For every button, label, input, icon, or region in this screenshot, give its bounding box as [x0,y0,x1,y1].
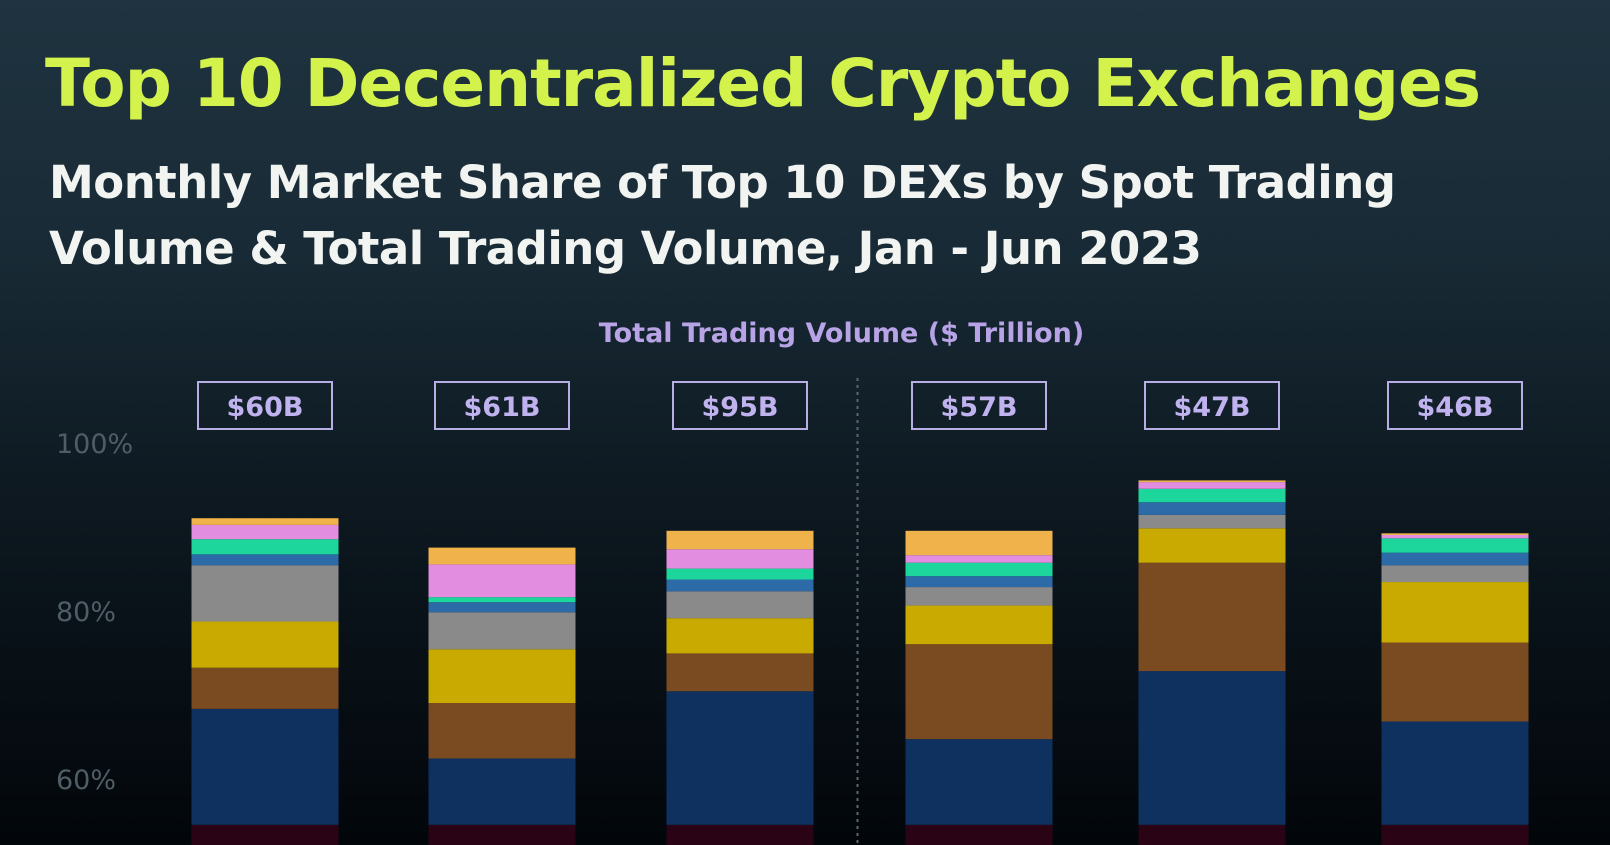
bar-segment-apr-5 [905,576,1053,588]
bar-segment-mar-3 [666,618,814,654]
bar-segment-may-8 [1138,480,1286,483]
bar-segment-jun-6 [1381,538,1529,553]
bar-segment-mar-8 [666,530,814,550]
bar-segment-may-1 [1138,671,1286,825]
bar-segment-apr-1 [905,739,1053,825]
volume-label-5: $46B [1417,392,1494,423]
bar-segment-jun-2 [1381,642,1529,722]
volume-label-box-4 [1144,381,1280,430]
bar-segment-may-4 [1138,514,1286,529]
bars [191,480,1529,845]
bar-segment-mar-6 [666,568,814,580]
volume-label-0: $60B [227,392,304,423]
bar-segment-mar-5 [666,579,814,592]
volume-label-box-5 [1387,381,1523,430]
bar-segment-jun-0 [1381,824,1529,845]
volume-label-box-1 [434,381,570,430]
bar-segment-feb-6 [428,597,576,603]
bar-segment-apr-6 [905,562,1053,577]
bar-segment-jan-3 [191,621,339,668]
bar-segment-jan-0 [191,824,339,845]
bar-segment-jun-4 [1381,565,1529,583]
bar-segment-may-5 [1138,502,1286,515]
bar-segment-jan-4 [191,565,339,622]
bar-segment-apr-4 [905,587,1053,606]
bar-segment-may-6 [1138,488,1286,503]
bar-segment-may-0 [1138,824,1286,845]
bar-segment-mar-1 [666,691,814,825]
bar-segment-jun-3 [1381,582,1529,643]
bar-segment-jun-1 [1381,721,1529,825]
bar-segment-jan-7 [191,524,339,540]
volume-label-box-0 [197,381,333,430]
bar-segment-feb-5 [428,602,576,613]
volume-label-box-3 [911,381,1047,430]
bar-segment-may-3 [1138,528,1286,563]
bar-segment-feb-0 [428,824,576,845]
bar-segment-feb-7 [428,564,576,598]
volume-label-3: $57B [941,392,1018,423]
volume-label-4: $47B [1174,392,1251,423]
chart-subtitle: Monthly Market Share of Top 10 DEXs by S… [49,156,1396,275]
bar-segment-feb-3 [428,649,576,703]
bar-segment-apr-2 [905,644,1053,740]
bar-segment-may-7 [1138,482,1286,489]
volume-label-1: $61B [464,392,541,423]
bar-segment-feb-8 [428,547,576,565]
bar-segment-apr-7 [905,555,1053,563]
volume-label-2: $95B [702,392,779,423]
bar-segment-jan-8 [191,518,339,525]
y-tick-label-1: 80% [56,597,116,628]
bar-segment-mar-4 [666,591,814,619]
bar-segment-jan-5 [191,554,339,566]
bar-segment-apr-3 [905,605,1053,645]
chart-title: Top 10 Decentralized Crypto Exchanges [45,45,1481,122]
bar-segment-jan-1 [191,708,339,825]
total-volume-title: Total Trading Volume ($ Trillion) [598,318,1085,349]
volume-label-box-2 [672,381,808,430]
bar-segment-may-2 [1138,562,1286,672]
bar-segment-jan-2 [191,667,339,709]
bar-segment-jun-8 [1381,533,1529,535]
y-axis-ticks: 100% 80% 60% [56,429,133,796]
y-tick-label-0: 100% [56,429,133,460]
bar-segment-jun-5 [1381,552,1529,566]
bar-segment-apr-8 [905,530,1053,556]
y-tick-label-2: 60% [56,765,116,796]
bar-segment-mar-7 [666,549,814,569]
bar-segment-feb-4 [428,612,576,650]
bar-segment-jun-7 [1381,535,1529,539]
volume-labels: $60B $61B $95B $57B $47B $46B [197,381,1523,430]
bar-segment-jan-6 [191,539,339,555]
bar-segment-mar-0 [666,824,814,845]
bar-segment-feb-2 [428,703,576,759]
bar-segment-feb-1 [428,758,576,825]
bar-segment-apr-0 [905,824,1053,845]
bar-segment-mar-2 [666,653,814,692]
